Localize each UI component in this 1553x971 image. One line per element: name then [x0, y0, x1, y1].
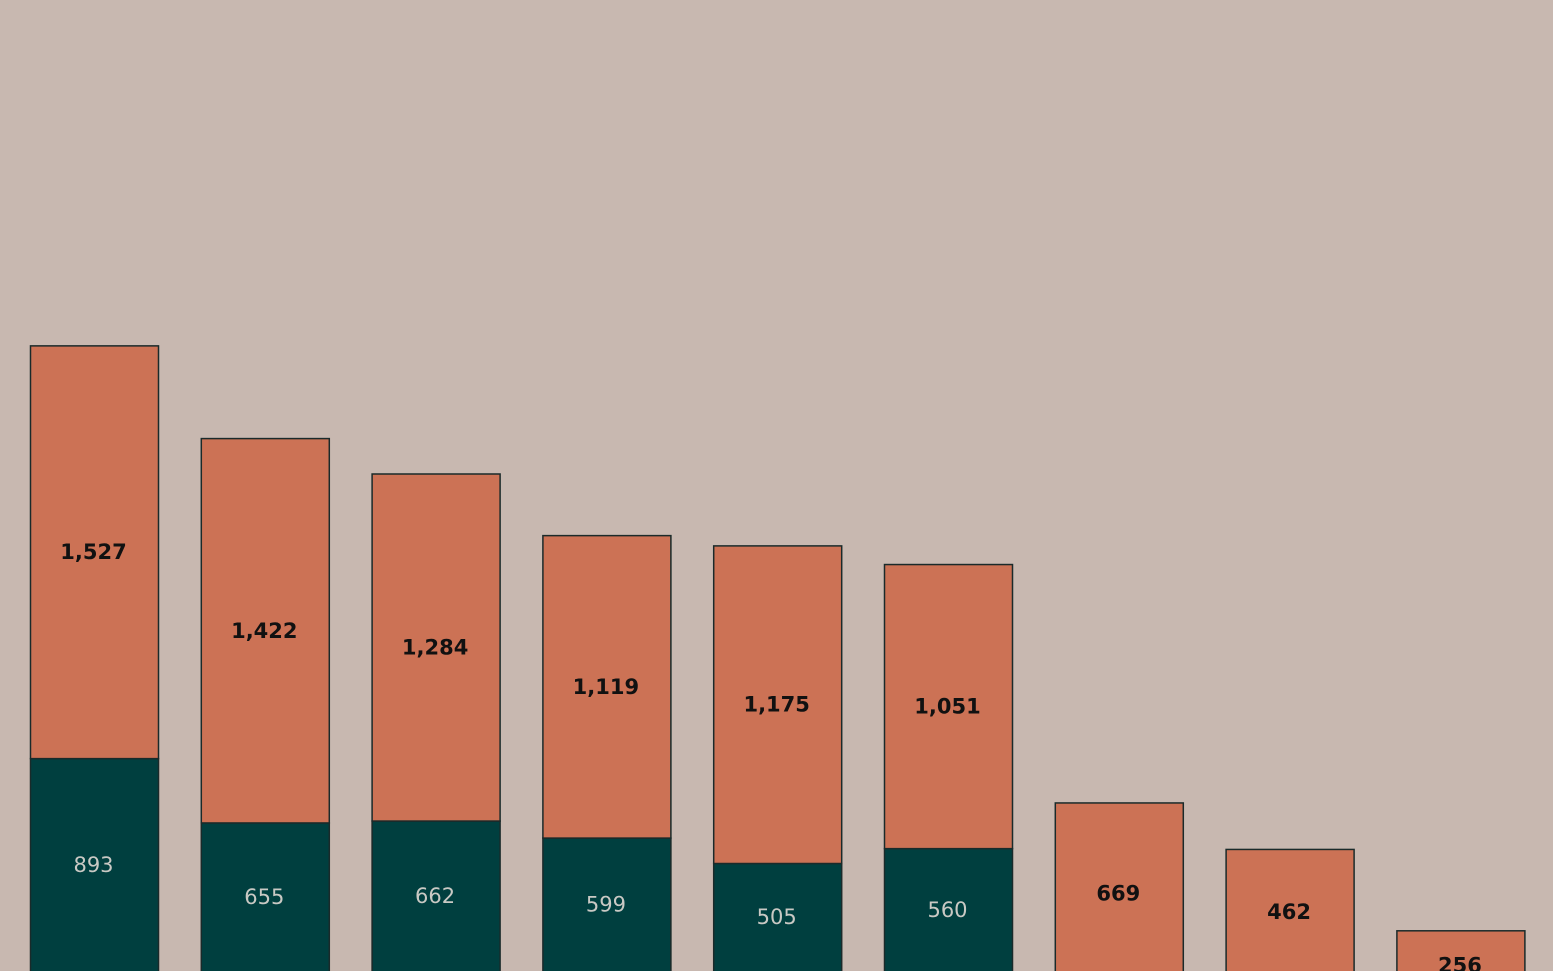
bar-segment-top — [29, 345, 160, 760]
data-label-top: 1,422 — [231, 619, 297, 643]
bar-segment-top — [883, 563, 1014, 850]
data-label-bottom: 662 — [415, 884, 455, 908]
labels-group: 1,527 893 1,422 655 1,284 662 1,119 599 1,175 505… — [60, 540, 1482, 971]
bar-segment-bottom — [29, 757, 160, 971]
bar-segment-bottom — [883, 847, 1014, 971]
data-label-top: 669 — [1096, 881, 1140, 905]
data-label-top: 256 — [1438, 953, 1482, 971]
data-label-top: 1,051 — [914, 695, 980, 719]
data-label-top: 1,284 — [402, 636, 468, 660]
bar-segment-top — [1396, 930, 1526, 971]
data-label-bottom: 505 — [757, 905, 797, 929]
data-label-bottom: 893 — [73, 853, 113, 877]
bar-segment-top — [371, 473, 501, 822]
bars-group — [29, 345, 1526, 971]
bar-segment-top — [542, 534, 672, 839]
data-label-top: 462 — [1267, 900, 1311, 924]
data-label-top: 1,119 — [573, 675, 639, 699]
data-label-bottom: 560 — [927, 898, 967, 922]
bar-segment-top — [1054, 802, 1185, 971]
data-label-bottom: 655 — [244, 885, 284, 909]
data-label-bottom: 599 — [586, 893, 626, 917]
bar-segment-top — [200, 437, 331, 824]
bar-segment-bottom — [200, 822, 331, 971]
bar-segment-bottom — [712, 862, 843, 971]
bar-segment-top — [1225, 848, 1355, 971]
bar-segment-bottom — [371, 820, 501, 971]
data-label-top: 1,175 — [743, 693, 809, 717]
bar-segment-top — [712, 545, 843, 865]
data-label-top: 1,527 — [60, 540, 126, 564]
